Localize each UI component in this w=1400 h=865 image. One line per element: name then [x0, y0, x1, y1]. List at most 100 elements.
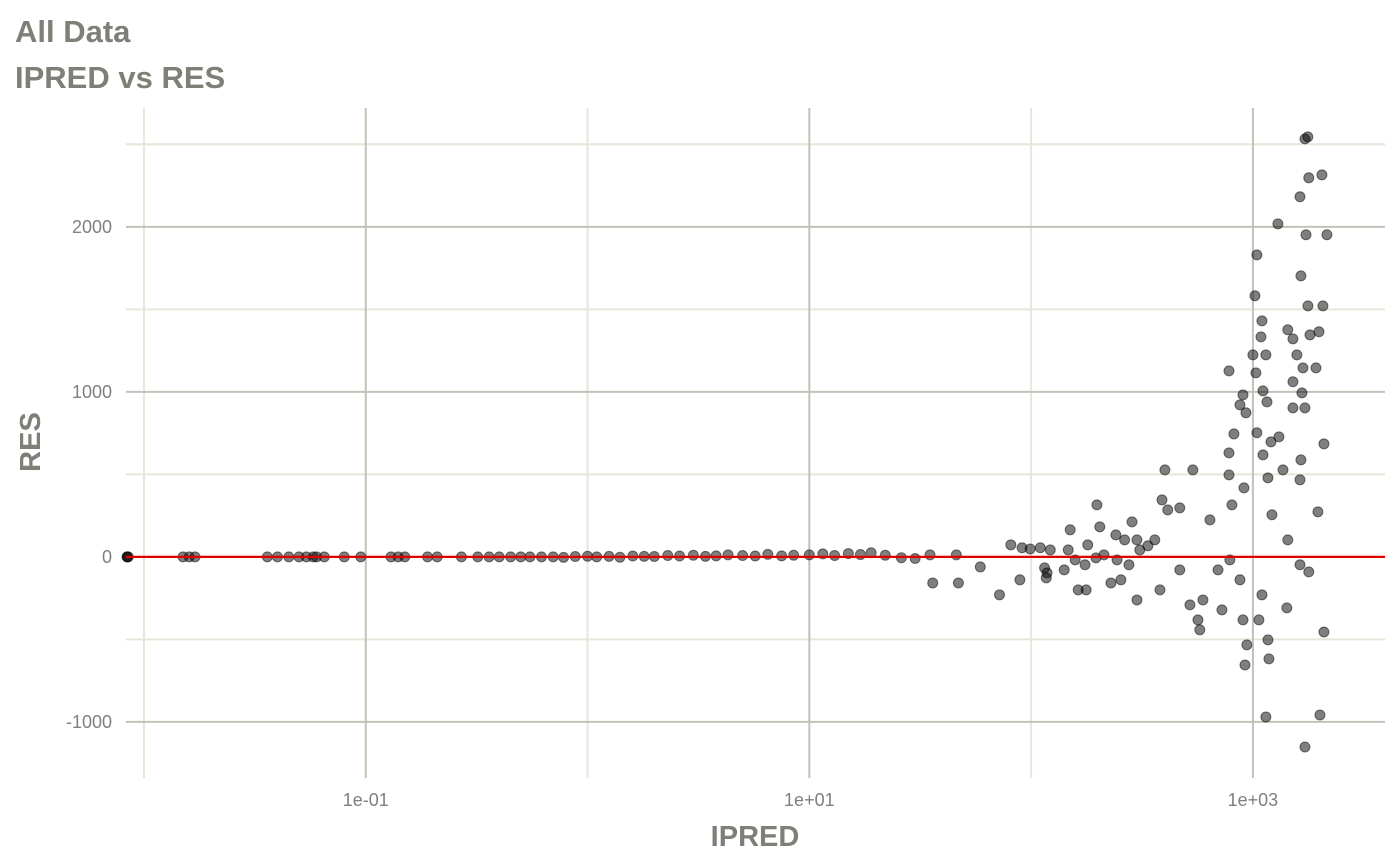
point [993, 589, 1005, 601]
point [1277, 464, 1289, 476]
point [1223, 469, 1235, 481]
point [1266, 509, 1278, 521]
point [1317, 300, 1329, 312]
point [1257, 385, 1269, 397]
point [1265, 436, 1277, 448]
point [1226, 499, 1238, 511]
point [1024, 543, 1036, 555]
point [1251, 249, 1263, 261]
point [1299, 741, 1311, 753]
point [1251, 427, 1263, 439]
x-axis-title: IPRED [711, 821, 800, 853]
point [1240, 407, 1252, 419]
point [1223, 365, 1235, 377]
point [1234, 399, 1246, 411]
point [1216, 604, 1228, 616]
point [1197, 594, 1209, 606]
point [1234, 574, 1246, 586]
point [1228, 428, 1240, 440]
chart-subtitle: IPRED vs RES [15, 60, 225, 95]
point [1142, 540, 1154, 552]
point [1091, 499, 1103, 511]
point [1261, 396, 1273, 408]
point [1110, 529, 1122, 541]
point [1310, 362, 1322, 374]
point [1295, 270, 1307, 282]
point [1294, 474, 1306, 486]
point [1253, 614, 1265, 626]
point [1299, 402, 1311, 414]
point [1044, 544, 1056, 556]
x-tick-label: 1e+01 [784, 790, 835, 810]
point [952, 577, 964, 589]
point [1262, 472, 1274, 484]
point [1237, 389, 1249, 401]
point [1294, 559, 1306, 571]
point [1223, 447, 1235, 459]
point [1314, 709, 1326, 721]
point [1318, 438, 1330, 450]
point [1080, 584, 1092, 596]
point [1313, 326, 1325, 338]
point [1263, 653, 1275, 665]
point [1295, 454, 1307, 466]
point [687, 549, 699, 561]
point [1034, 542, 1046, 554]
point [662, 550, 674, 562]
y-axis-title: RES [15, 412, 47, 472]
point [1156, 494, 1168, 506]
point [1256, 589, 1268, 601]
point [1119, 534, 1131, 546]
point [788, 549, 800, 561]
point [1212, 564, 1224, 576]
point [1123, 559, 1135, 571]
point [1241, 639, 1253, 651]
point [924, 549, 936, 561]
point [1262, 634, 1274, 646]
point [879, 549, 891, 561]
point [1294, 191, 1306, 203]
point [1154, 584, 1166, 596]
point [1105, 577, 1117, 589]
point [1257, 449, 1269, 461]
x-tick-label: 1e+03 [1228, 790, 1279, 810]
point [803, 549, 815, 561]
point [1238, 482, 1250, 494]
point [1058, 564, 1070, 576]
y-tick-label: -1000 [66, 712, 112, 732]
point [1249, 290, 1261, 302]
point [1297, 362, 1309, 374]
point [1194, 624, 1206, 636]
point [1247, 349, 1259, 361]
point [1159, 464, 1171, 476]
chart-title: All Data [15, 14, 131, 49]
point [1260, 349, 1272, 361]
point [1192, 614, 1204, 626]
point [909, 553, 921, 565]
point [1321, 229, 1333, 241]
point [974, 561, 986, 573]
y-tick-label: 0 [102, 547, 112, 567]
point [1174, 502, 1186, 514]
point [1303, 566, 1315, 578]
point [1131, 594, 1143, 606]
point [1237, 614, 1249, 626]
point [829, 550, 841, 562]
point [1312, 506, 1324, 518]
point [1260, 711, 1272, 723]
point [1062, 544, 1074, 556]
point [1094, 521, 1106, 533]
point [1239, 659, 1251, 671]
point [1273, 431, 1285, 443]
point [722, 549, 734, 561]
point [1302, 131, 1314, 143]
point [1149, 534, 1161, 546]
point [1005, 539, 1017, 551]
x-tick-label: 1e-01 [343, 790, 389, 810]
point [1187, 464, 1199, 476]
point [1126, 516, 1138, 528]
point [1250, 367, 1262, 379]
point [1162, 504, 1174, 516]
point [737, 550, 749, 562]
point [1287, 376, 1299, 388]
